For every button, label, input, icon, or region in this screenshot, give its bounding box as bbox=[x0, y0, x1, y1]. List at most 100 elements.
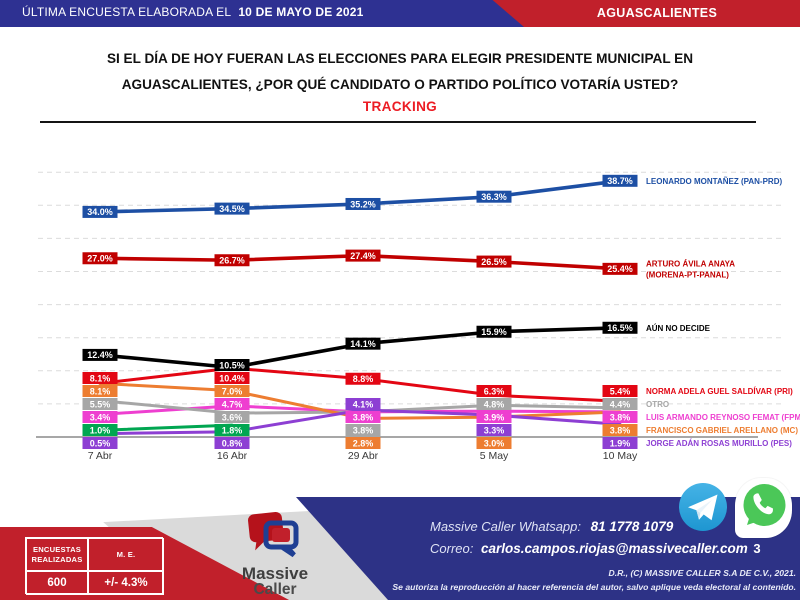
data-point-value: 3.9% bbox=[484, 412, 505, 422]
stats-value-sample-size: 600 bbox=[26, 571, 88, 595]
data-point-value: 8.8% bbox=[353, 374, 374, 384]
data-point-value: 10.5% bbox=[219, 360, 245, 370]
data-point-label-box bbox=[82, 252, 118, 265]
logo-text-massive: Massive bbox=[241, 564, 309, 583]
data-point-value: 0.8% bbox=[222, 438, 243, 448]
series-legend-label: JORGE ADÁN ROSAS MURILLO (PES) bbox=[646, 439, 792, 448]
data-point-label-box bbox=[345, 437, 381, 449]
data-point-value: 1.0% bbox=[90, 425, 111, 435]
data-point-value: 38.7% bbox=[607, 176, 633, 186]
stats-header-me: M. E. bbox=[88, 538, 164, 571]
whatsapp-icon bbox=[735, 478, 792, 538]
data-point-value: 3.8% bbox=[610, 412, 631, 422]
data-point-label-box bbox=[476, 424, 512, 436]
data-point-label-box bbox=[602, 398, 638, 410]
data-point-value: 8.1% bbox=[90, 373, 111, 383]
series-legend-label: NORMA ADELA GUEL SALDÍVAR (PRI) bbox=[646, 387, 793, 396]
survey-date-banner: ÚLTIMA ENCUESTA ELABORADA EL 10 DE MAYO … bbox=[22, 5, 364, 19]
data-point-label-box bbox=[476, 190, 512, 203]
data-point-label-box bbox=[345, 424, 381, 436]
data-point-label-box bbox=[82, 437, 118, 449]
data-point-value: 26.7% bbox=[219, 256, 245, 266]
series-legend-label: OTRO bbox=[646, 400, 669, 409]
data-point-label-box bbox=[345, 372, 381, 385]
massive-caller-logo: Massive Caller bbox=[213, 509, 337, 600]
data-point-label-box bbox=[345, 411, 381, 423]
data-point-label-box bbox=[214, 202, 250, 215]
data-point-value: 4.1% bbox=[353, 399, 374, 409]
data-point-value: 15.9% bbox=[481, 327, 507, 337]
disclaimer-line: Se autoriza la reproducción al hacer ref… bbox=[392, 582, 796, 592]
data-point-value: 25.4% bbox=[607, 264, 633, 274]
data-point-value: 3.0% bbox=[484, 438, 505, 448]
data-point-label-box bbox=[82, 424, 118, 436]
data-point-value: 27.4% bbox=[350, 251, 376, 261]
massive-caller-logo-icon bbox=[248, 512, 299, 558]
data-point-value: 5.5% bbox=[90, 399, 111, 409]
data-point-label-box bbox=[602, 411, 638, 423]
series-legend-label: LEONARDO MONTAÑEZ (PAN-PRD) bbox=[646, 177, 782, 186]
x-tick-label: 7 Abr bbox=[88, 450, 113, 462]
data-point-value: 26.5% bbox=[481, 257, 507, 267]
data-point-value: 5.4% bbox=[610, 386, 631, 396]
data-point-value: 3.4% bbox=[90, 412, 111, 422]
data-point-value: 34.5% bbox=[219, 204, 245, 214]
whatsapp-label: Massive Caller Whatsapp: bbox=[430, 519, 581, 534]
data-point-value: 4.8% bbox=[484, 399, 505, 409]
logo-text-caller: Caller bbox=[253, 581, 297, 598]
data-point-label-box bbox=[345, 398, 381, 410]
series-legend-label: LUIS ARMANDO REYNOSO FEMAT (FPM) bbox=[646, 413, 800, 422]
region-banner: AGUASCALIENTES bbox=[596, 6, 718, 20]
series-legend-label: ARTURO ÁVILA ANAYA bbox=[646, 259, 735, 268]
data-point-value: 27.0% bbox=[87, 254, 113, 264]
data-point-value: 10.4% bbox=[219, 373, 245, 383]
series-legend-label: (MORENA-PT-PANAL) bbox=[646, 270, 729, 279]
data-point-label-box bbox=[214, 411, 250, 423]
x-tick-label: 29 Abr bbox=[348, 450, 379, 462]
data-point-label-box bbox=[476, 385, 512, 397]
data-point-value: 3.3% bbox=[484, 425, 505, 435]
data-point-label-box bbox=[345, 249, 381, 262]
data-point-value: 8.1% bbox=[90, 386, 111, 396]
data-point-label-box bbox=[602, 174, 638, 187]
stats-value-margin-error: +/- 4.3% bbox=[88, 571, 164, 595]
data-point-label-box bbox=[214, 398, 250, 410]
email-address: carlos.campos.riojas@massivecaller.com bbox=[480, 541, 748, 556]
page-number: 3 bbox=[753, 541, 761, 556]
data-point-label-box bbox=[82, 205, 118, 218]
survey-date-label: ÚLTIMA ENCUESTA ELABORADA EL bbox=[22, 5, 232, 19]
copyright-line: D.R., (C) MASSIVE CALLER S.A DE C.V., 20… bbox=[608, 568, 796, 578]
data-point-value: 3.8% bbox=[353, 425, 374, 435]
data-point-label-box bbox=[476, 325, 512, 338]
x-tick-label: 10 May bbox=[603, 450, 638, 462]
data-point-label-box bbox=[214, 424, 250, 436]
x-tick-label: 16 Abr bbox=[217, 450, 248, 462]
data-point-value: 2.8% bbox=[353, 438, 374, 448]
data-point-value: 34.0% bbox=[87, 207, 113, 217]
data-point-value: 1.8% bbox=[222, 425, 243, 435]
survey-date-value: 10 DE MAYO DE 2021 bbox=[238, 5, 364, 19]
data-point-label-box bbox=[602, 424, 638, 436]
data-point-label-box bbox=[476, 411, 512, 423]
data-point-label-box bbox=[602, 262, 638, 275]
data-point-value: 4.7% bbox=[222, 399, 243, 409]
email-contact-line: Correo: carlos.campos.riojas@massivecall… bbox=[430, 541, 748, 556]
data-point-label-box bbox=[602, 437, 638, 449]
data-point-value: 14.1% bbox=[350, 339, 376, 349]
data-point-label-box bbox=[476, 437, 512, 449]
question-title-line2: AGUASCALIENTES, ¿POR QUÉ CANDIDATO O PAR… bbox=[121, 77, 679, 92]
question-title: SI EL DÍA DE HOY FUERAN LAS ELECCIONES P… bbox=[0, 46, 800, 98]
x-tick-label: 5 May bbox=[480, 450, 509, 462]
data-point-value: 12.4% bbox=[87, 350, 113, 360]
data-point-label-box bbox=[602, 321, 638, 334]
header-bar-blue bbox=[0, 0, 524, 27]
series-legend-label: FRANCISCO GABRIEL ARELLANO (MC) bbox=[646, 426, 798, 435]
data-point-label-box bbox=[82, 385, 118, 397]
data-point-label-box bbox=[602, 385, 638, 397]
tracking-label: TRACKING bbox=[362, 99, 438, 114]
data-point-value: 1.9% bbox=[610, 438, 631, 448]
data-point-label-box bbox=[214, 359, 250, 371]
title-divider bbox=[40, 121, 756, 124]
